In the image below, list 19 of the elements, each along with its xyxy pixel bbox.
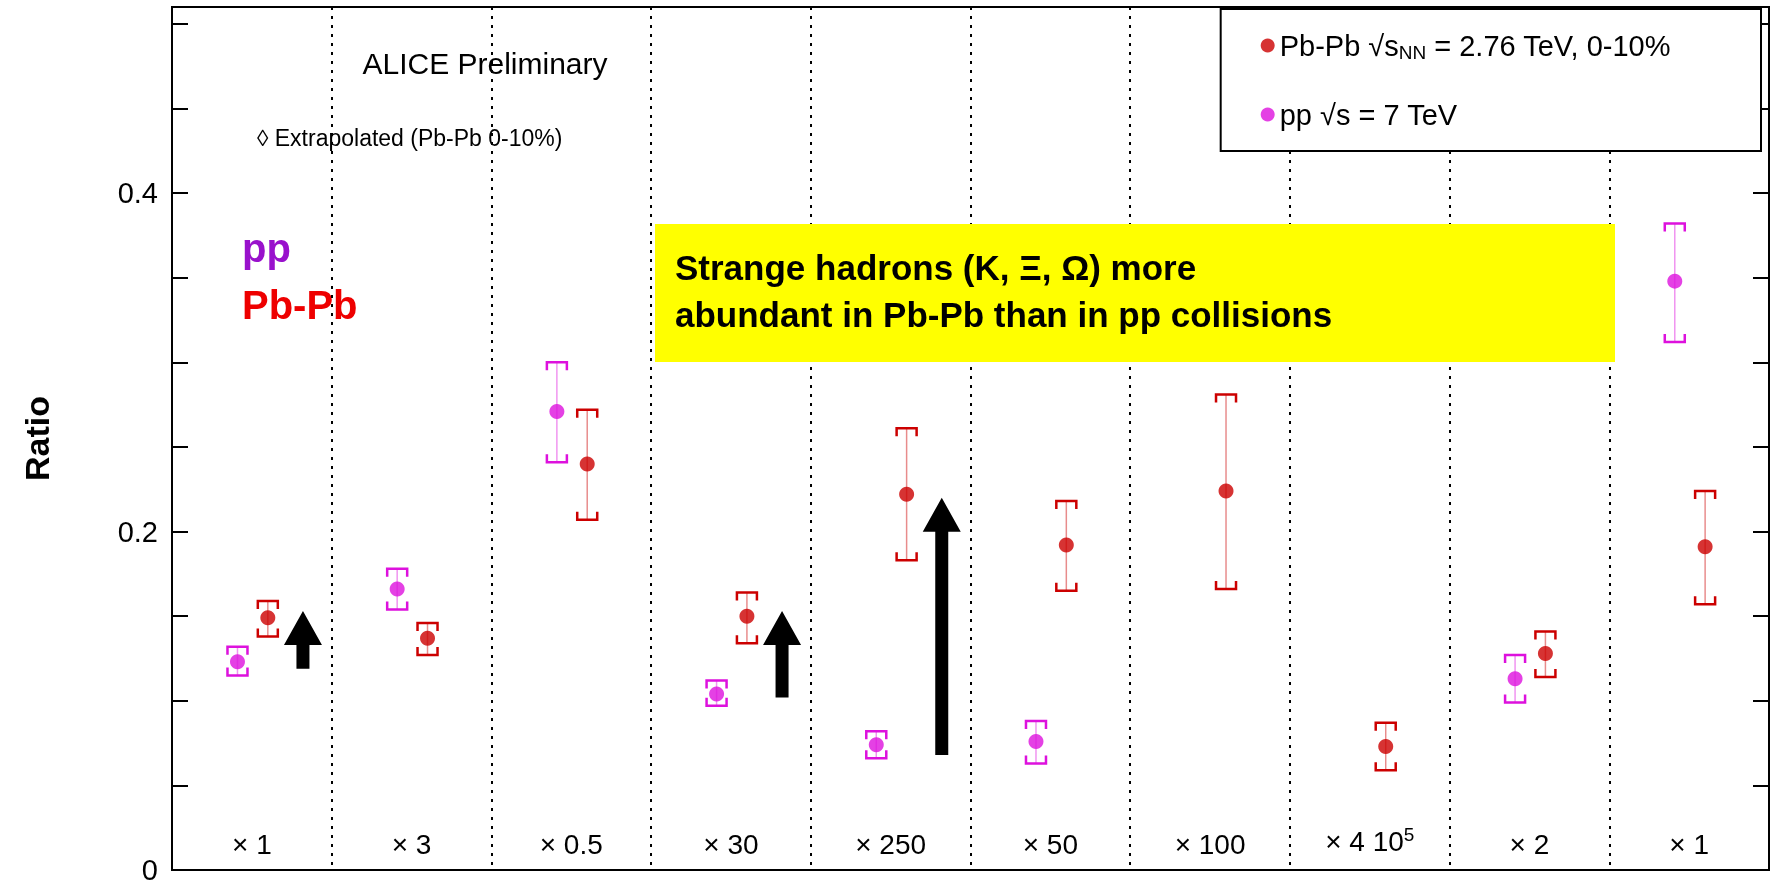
x-tick-label: × 50 xyxy=(1022,828,1078,860)
callout-box: Strange hadrons (K, Ξ, Ω) more abundant in Pb-Pb than in pp collisions xyxy=(655,224,1615,362)
x-tick-label: × 2 xyxy=(1509,828,1550,860)
annotation: ALICE Preliminary xyxy=(362,46,608,80)
x-tick-label: × 1 xyxy=(1669,828,1709,860)
y-tick-label: 0.4 xyxy=(117,177,158,210)
y-tick-label: 0.2 xyxy=(117,515,158,548)
annotation: pp xyxy=(242,226,291,270)
annotation: Pb-Pb xyxy=(242,283,358,327)
x-tick-label: × 3 xyxy=(391,828,432,860)
annotation: ◊ Extrapolated (Pb-Pb 0-10%) xyxy=(257,124,563,151)
x-tick-label: × 30 xyxy=(703,828,759,860)
x-tick-label: × 0.5 xyxy=(539,828,603,860)
legend-label: pp √s = 7 TeV xyxy=(1279,98,1458,131)
y-tick-label: 0 xyxy=(141,854,158,886)
y-axis-title: Ratio xyxy=(18,396,56,481)
x-tick-label: × 100 xyxy=(1174,828,1246,860)
x-tick-label: × 1 xyxy=(232,828,272,860)
x-tick-label: × 250 xyxy=(855,828,927,860)
